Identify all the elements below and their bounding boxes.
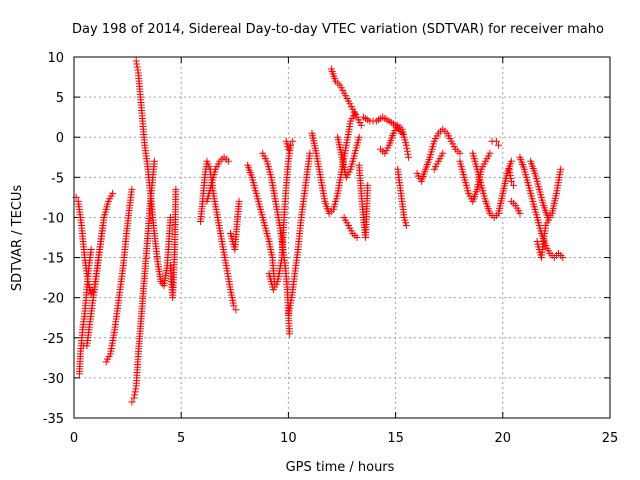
data-point	[224, 157, 232, 165]
data-point	[495, 141, 503, 149]
y-tick-label: 5	[56, 91, 64, 106]
x-tick-label: 25	[602, 431, 619, 446]
data-point	[132, 385, 140, 393]
data-point	[289, 137, 297, 145]
data-point	[403, 147, 411, 155]
data-point	[505, 165, 513, 173]
data-point	[133, 60, 141, 68]
data-point	[404, 150, 412, 158]
data-point	[507, 157, 515, 165]
data-point	[507, 177, 515, 185]
data-point	[557, 165, 565, 173]
data-point	[506, 171, 514, 179]
plot-frame	[73, 56, 611, 419]
x-axis-label: GPS time / hours	[286, 460, 395, 475]
data-point	[285, 330, 293, 338]
data-point	[287, 141, 295, 149]
data-point	[235, 197, 243, 205]
y-tick-label: -25	[43, 332, 64, 347]
data-point	[506, 168, 514, 176]
data-point	[132, 57, 140, 65]
data-point	[404, 153, 412, 161]
x-tick-label: 20	[495, 431, 512, 446]
x-tick-label: 10	[280, 431, 297, 446]
data-point	[403, 144, 411, 152]
data-point	[546, 213, 554, 221]
data-point	[99, 221, 107, 229]
y-tick-label: 0	[56, 131, 64, 146]
data-point	[166, 213, 174, 221]
data-point	[559, 254, 567, 262]
y-tick-label: -30	[43, 372, 64, 387]
y-tick-label: 10	[47, 51, 64, 66]
data-point	[492, 137, 500, 145]
data-point	[284, 145, 292, 153]
data-point	[439, 149, 447, 157]
x-tick-label: 5	[177, 431, 185, 446]
data-point	[364, 181, 372, 189]
y-axis-label: SDTVAR / TECUs	[10, 185, 25, 292]
data-point	[128, 398, 136, 406]
data-point	[232, 306, 240, 314]
grid	[74, 57, 610, 418]
x-tick-labels: 0 5 10 15 20 25	[70, 431, 618, 446]
data-point	[456, 149, 464, 157]
x-tick-label: 15	[387, 431, 404, 446]
data-point	[510, 181, 518, 189]
data-point	[134, 66, 142, 74]
data-points	[72, 57, 567, 406]
x-tick-label: 0	[70, 431, 78, 446]
data-point	[131, 391, 139, 399]
data-point	[507, 174, 515, 182]
data-point	[230, 302, 238, 310]
y-tick-label: -35	[43, 412, 64, 427]
y-tick-label: -10	[43, 211, 64, 226]
data-point	[353, 234, 361, 241]
data-point	[355, 133, 363, 141]
y-tick-label: -15	[43, 252, 64, 267]
data-point	[133, 63, 141, 71]
y-tick-label: -20	[43, 292, 64, 307]
data-point	[486, 149, 494, 157]
chart-title: Day 198 of 2014, Sidereal Day-to-day VTE…	[72, 22, 604, 37]
data-point	[150, 157, 158, 165]
data-point	[172, 185, 180, 193]
data-point	[128, 185, 136, 193]
data-point	[306, 149, 314, 157]
data-point	[351, 109, 359, 117]
y-tick-labels: 10 5 0 -5 -10 -15 -20 -25 -30 -35	[43, 51, 64, 427]
y-tick-label: -5	[51, 171, 64, 186]
data-point	[402, 221, 410, 229]
data-point	[131, 388, 139, 396]
data-point	[130, 394, 138, 402]
data-point	[516, 209, 524, 217]
data-point	[357, 121, 365, 129]
data-point	[87, 246, 95, 254]
data-point	[402, 141, 410, 149]
data-point	[109, 189, 117, 197]
